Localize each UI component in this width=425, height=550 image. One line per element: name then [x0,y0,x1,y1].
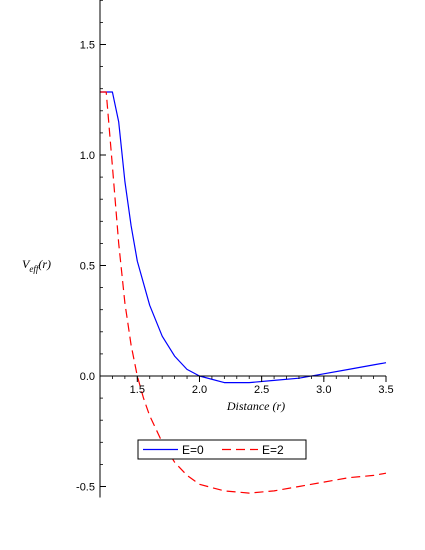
x-tick-label: 3.5 [378,384,393,396]
y-tick-label: -0.5 [76,482,95,494]
y-tick-label: 0.0 [80,371,95,383]
series-layer [100,91,387,494]
x-tick-label: 2.5 [254,384,269,396]
y-tick-label: 1.0 [80,150,95,162]
legend-label-e0: E=0 [182,443,204,457]
x-tick-label: 1.5 [130,384,145,396]
y-tick-label: 1.5 [80,40,95,52]
legend-label-e2: E=2 [262,443,284,457]
x-tick-label: 2.0 [192,384,207,396]
series-line-e0 [100,91,387,384]
axes-layer: -0.50.00.51.01.52.02.51.52.02.53.03.5 [76,0,394,498]
y-tick-label: 0.5 [80,261,95,273]
series-line-e2 [100,91,387,494]
x-tick-label: 3.0 [316,384,331,396]
legend: E=0 E=2 [137,439,307,460]
x-axis-label: Distance (r) [226,399,285,413]
y-axis-label: Veff(r) [22,257,51,274]
